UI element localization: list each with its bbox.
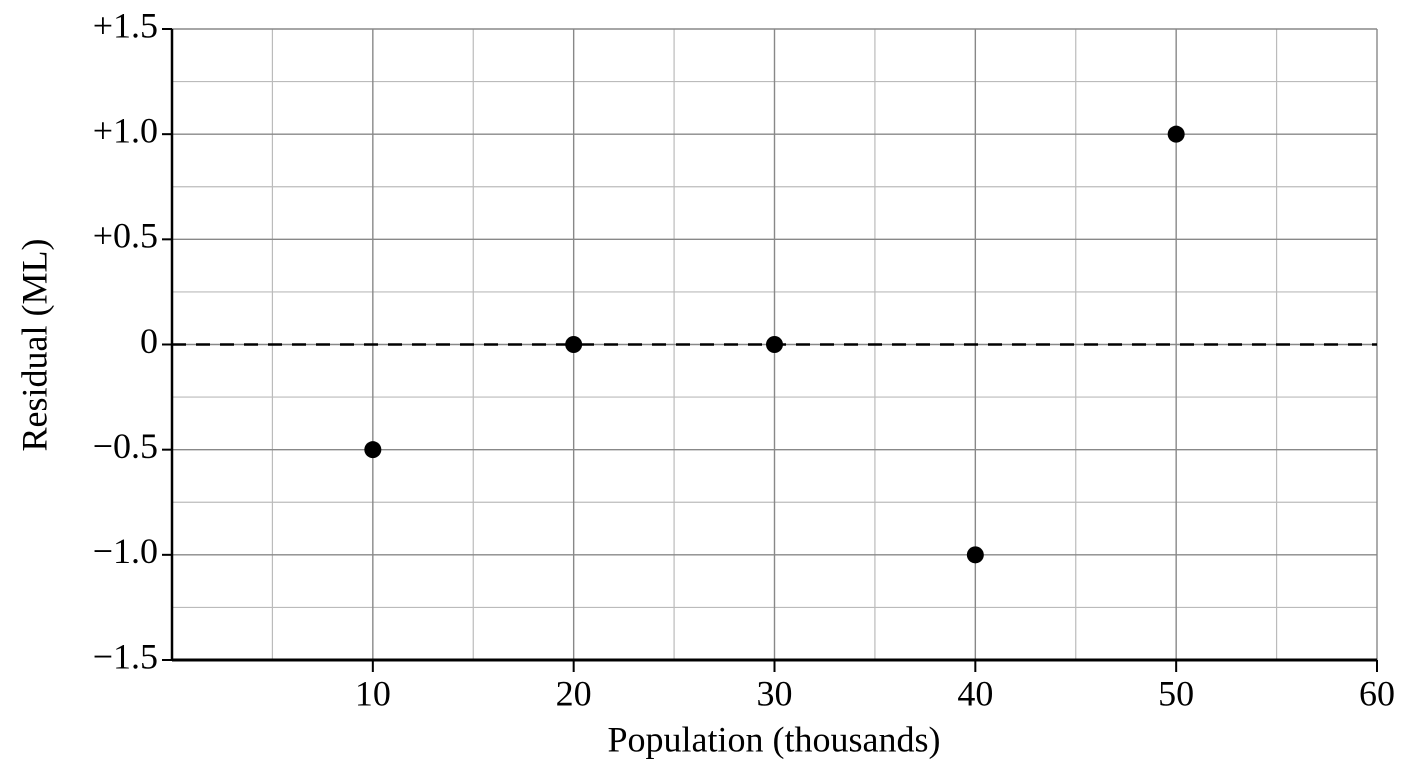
x-tick-label: 20 [556,673,592,713]
y-tick-label: −1.0 [93,531,158,571]
x-tick-label: 60 [1359,673,1395,713]
y-axis-label: Residual (ML) [14,239,54,452]
y-tick-label: +1.0 [93,110,158,150]
point [364,441,382,459]
x-tick-label: 50 [1158,673,1194,713]
point [1167,125,1185,143]
x-tick-label: 10 [355,673,391,713]
y-tick-label: −1.5 [93,636,158,676]
y-tick-label: 0 [140,321,158,361]
x-tick-label: 30 [757,673,793,713]
x-axis-label: Population (thousands) [608,719,941,759]
point [766,336,783,353]
y-tick-label: +0.5 [93,216,158,256]
y-tick-label: +1.5 [93,5,158,45]
point [966,546,984,564]
x-tick-label: 40 [957,673,993,713]
y-tick-label: −0.5 [93,426,158,466]
point [565,336,583,353]
